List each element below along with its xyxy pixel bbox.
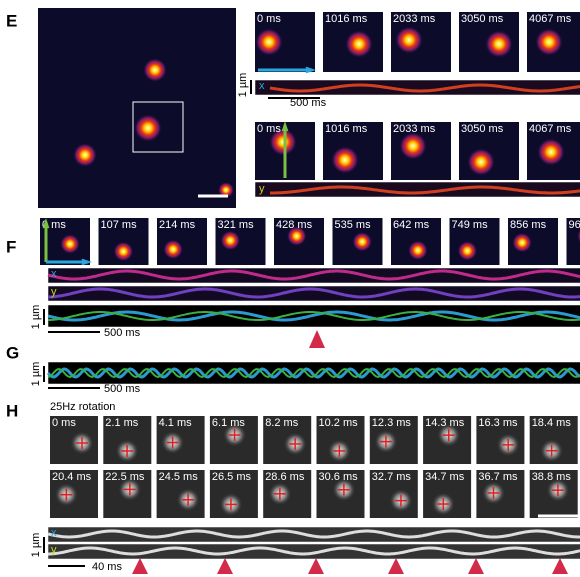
label: 25Hz rotation [50, 401, 115, 413]
event-marker [217, 558, 233, 574]
label: 28.6 ms [265, 471, 305, 483]
figure: E 0 ms 1016 ms 2033 ms 3050 ms 4067 ms x 1 µm 50… [0, 0, 580, 577]
label: 2033 ms [393, 123, 436, 135]
label: 4067 ms [529, 13, 572, 25]
label: 1 µm [30, 533, 42, 558]
label: 34.7 ms [425, 471, 465, 483]
spot [143, 58, 167, 82]
label: 321 ms [218, 219, 255, 231]
label: 0 ms [257, 123, 281, 135]
spot [408, 240, 428, 260]
spot [163, 239, 183, 259]
label: E [6, 11, 17, 30]
label: 6.1 ms [212, 417, 246, 429]
label: 1016 ms [325, 13, 368, 25]
label: 500 ms [290, 97, 327, 109]
label: 428 ms [276, 219, 313, 231]
label: 107 ms [101, 219, 138, 231]
label: 40 ms [92, 561, 122, 573]
label: 38.8 ms [532, 471, 572, 483]
spot [331, 146, 359, 174]
event-marker [308, 558, 324, 574]
label: 0 ms [257, 13, 281, 25]
event-marker [132, 558, 148, 574]
label: 1 µm [237, 73, 249, 98]
spot [537, 138, 565, 166]
spot [220, 230, 240, 250]
label: 16.3 ms [478, 417, 518, 429]
spot [467, 148, 495, 176]
label: 2.1 ms [105, 417, 139, 429]
label: 20.4 ms [52, 471, 92, 483]
overview-image [38, 8, 236, 208]
spot [399, 132, 427, 160]
spot [134, 114, 162, 142]
kymograph [48, 527, 580, 542]
spot [255, 28, 283, 56]
label: G [6, 343, 19, 362]
spot [352, 232, 372, 252]
spot [345, 30, 373, 58]
spot [457, 241, 477, 261]
event-marker [468, 558, 484, 574]
label: 36.7 ms [478, 471, 518, 483]
label: 22.5 ms [105, 471, 145, 483]
label: 4.1 ms [159, 417, 193, 429]
label: 18.4 ms [532, 417, 572, 429]
figure-content: E 0 ms 1016 ms 2033 ms 3050 ms 4067 ms x 1 µm 50… [6, 8, 580, 574]
spot [73, 143, 97, 167]
label: 500 ms [104, 327, 141, 339]
label: 30.6 ms [319, 471, 359, 483]
spot [512, 233, 532, 253]
spot [485, 30, 513, 58]
label: 10.2 ms [319, 417, 359, 429]
label: 12.3 ms [372, 417, 412, 429]
label: 14.3 ms [425, 417, 465, 429]
label: H [6, 401, 18, 420]
label: 26.5 ms [212, 471, 252, 483]
kymograph [255, 80, 580, 95]
label: 214 ms [159, 219, 196, 231]
label: 1 µm [30, 362, 42, 387]
label: 500 ms [104, 383, 141, 395]
label: 0 ms [52, 417, 76, 429]
label: 856 ms [510, 219, 547, 231]
label: F [6, 237, 16, 256]
event-marker [309, 330, 325, 348]
label: 4067 ms [529, 123, 572, 135]
label: 1 µm [30, 305, 42, 330]
spot [535, 28, 563, 56]
label: 749 ms [452, 219, 489, 231]
label: x [51, 527, 57, 539]
label: 3050 ms [461, 13, 504, 25]
label: 32.7 ms [372, 471, 412, 483]
label: 2033 ms [393, 13, 436, 25]
event-marker [388, 558, 404, 574]
label: 8.2 ms [265, 417, 299, 429]
label: 24.5 ms [159, 471, 199, 483]
label: 3050 ms [461, 123, 504, 135]
spot [395, 26, 423, 54]
event-marker [552, 558, 568, 574]
label: y [51, 286, 57, 298]
label: y [51, 544, 57, 556]
label: 642 ms [393, 219, 430, 231]
label: 535 ms [335, 219, 372, 231]
label: 1016 ms [325, 123, 368, 135]
label: x [51, 268, 57, 280]
label: x [259, 80, 265, 92]
spot [60, 234, 80, 254]
label: y [259, 183, 265, 195]
spot [113, 241, 133, 261]
label: 963 ms [569, 219, 580, 231]
